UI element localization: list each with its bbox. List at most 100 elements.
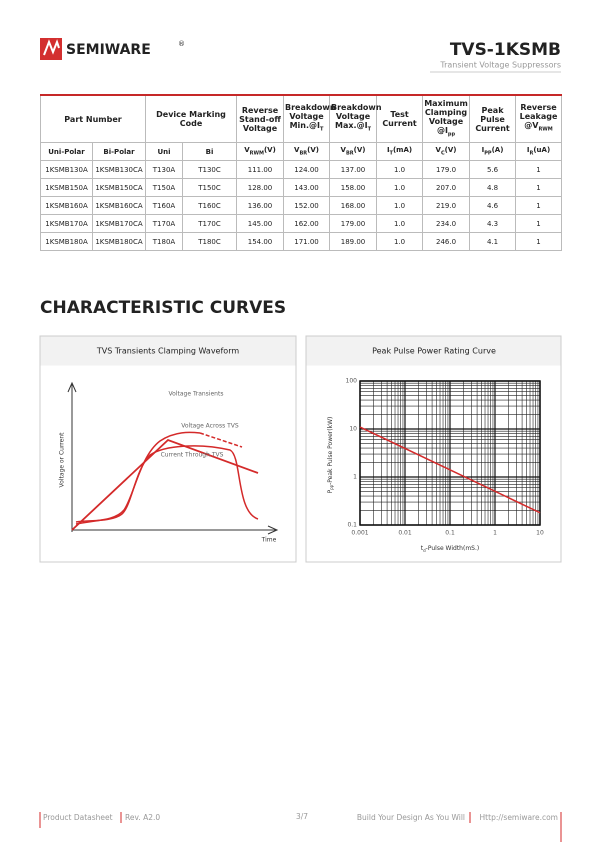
cell: 1.0 [376,160,424,179]
header-cell: Breakdown Voltage Min.@IT [283,94,336,143]
footer-text: Http://semiware.com [480,813,558,822]
subheader-row: Uni-Polar Bi-Polar Uni Bi VRWM(V) VBR(V) VBR(V… [40,142,563,161]
registered: ® [178,40,185,48]
cell: 1KSMB130A [40,160,93,179]
subheader-cell: VC(V) [422,142,471,161]
text: Bi [205,147,214,156]
cell: 1 [515,214,563,233]
subheader-cell: Uni-Polar [40,142,93,161]
cell: 246.0 [422,232,471,251]
subscript: d [423,548,426,553]
text: V [435,146,441,155]
cell: T150A [145,178,183,197]
cell: 128.00 [236,178,285,197]
cell: 1 [515,178,563,197]
cell: 4.6 [469,196,517,215]
text: (V) [353,146,366,155]
spec-table: Part Number Device Marking Code Reverse St… [40,94,563,251]
footer-bars [39,812,562,842]
subheader-cell: VBR(V) [283,142,331,161]
header-cell: Device Marking Code [144,94,238,143]
cell: 143.00 [283,178,331,197]
cell: 5.6 [469,160,517,179]
cell: 171.00 [283,232,331,251]
text: Maximum Clamping Voltage @I [424,98,468,135]
text: (uA) [533,146,551,155]
cell: 145.00 [236,214,285,233]
curve-label: Current Through TVS [161,452,224,459]
header-cell: Peak Pulse Current [469,94,517,143]
y-tick-label: 0.1 [347,522,357,529]
cell: 162.00 [283,214,331,233]
text: Breakdown Voltage Min.@I [285,103,336,131]
cell: 168.00 [329,196,378,215]
axis-label: td-Pulse Width(mS.) [421,545,479,553]
cell: T180C [181,232,238,251]
text: V [294,146,300,155]
panel [305,335,562,563]
text: Reverse Stand-off Voltage [239,105,281,133]
text: (V) [263,146,276,155]
power-curve [359,426,541,514]
text: (V) [444,146,457,155]
section-title: CHARACTERISTIC CURVES [40,298,286,318]
text: P [327,489,334,493]
curve-voltage-tvs-dashed [199,432,243,448]
x-tick-label: 10 [536,530,544,537]
curve-label: Voltage Transients [169,391,224,398]
cell: 152.00 [283,196,331,215]
text: I [386,146,390,155]
subheader-cell: VBR(V) [329,142,378,161]
subscript: RWM [538,126,553,133]
text: I [481,146,485,155]
chart-title: Peak Pulse Power Rating Curve [372,347,496,356]
cell: 1 [515,196,563,215]
cell: 1KSMB180CA [92,232,146,251]
cell: 1KSMB160A [40,196,93,215]
text: Device Marking Code [156,110,226,128]
footer-text: 3/7 [296,812,308,821]
cell: 111.00 [236,160,285,179]
subheader-cell: IT(mA) [376,142,424,161]
header-cell: Maximum Clamping Voltage @Ipp [422,94,471,143]
footer-text: Product Datasheet [43,813,113,822]
subscript: BR [345,150,354,157]
cell: 1KSMB170CA [92,214,146,233]
subheader-cell: IR(uA) [515,142,563,161]
subheader-cell: Uni [145,142,183,161]
cell: T180A [145,232,183,251]
cell: T170A [145,214,183,233]
cell: 158.00 [329,178,378,197]
header-cell: Part Number [40,94,146,143]
part-title: TVS-1KSMB [450,40,561,60]
cell: 189.00 [329,232,378,251]
header-cell: Reverse Stand-off Voltage [236,94,285,143]
panel-header [306,336,561,366]
subscript: C [440,150,445,157]
cell: T160C [181,196,238,215]
text: (V) [307,146,319,155]
subtitle: Transient Voltage Suppressors [439,61,561,70]
cell: 207.0 [422,178,471,197]
cell: T130C [181,160,238,179]
data-row: 1KSMB160A 1KSMB160CA T160A T160C 136.00 152.0… [40,196,563,215]
axis-label: PPP-Peak Pulse Power(kW) [327,417,335,494]
x-tick-label: 0.01 [398,530,412,537]
text: (A) [491,146,504,155]
subheader-cell: Bi [181,142,238,161]
cell: 179.0 [422,160,471,179]
cell: 4.1 [469,232,517,251]
axes [67,381,279,535]
cell: 1KSMB160CA [92,196,146,215]
data-row: 1KSMB170A 1KSMB170CA T170A T170C 145.00 162.0… [40,214,563,233]
x-tick-label: 0.001 [351,530,368,537]
panel-title: TVS Transients Clamping Waveform [96,347,239,356]
panel [39,335,297,563]
cell: 136.00 [236,196,285,215]
text: Breakdown Voltage Max.@I [331,103,382,131]
cell: 1.0 [376,196,424,215]
chart: 0.001 0.01 0.1 1 10 0.1 1 10 100 td-Pulse Width(m… [327,378,544,553]
subscript: T [367,126,371,133]
